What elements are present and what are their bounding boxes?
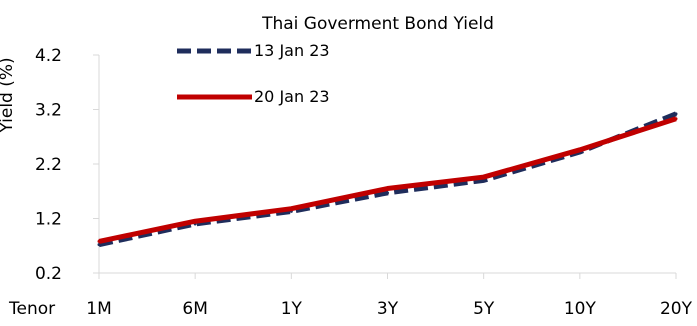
y-tick-label: 0.2	[35, 264, 62, 284]
x-tick-group: 1M 6M 1Y 3Y 5Y 10Y 20Y	[86, 273, 693, 319]
series-line-2	[98, 116, 677, 244]
data-point	[674, 112, 678, 116]
data-point	[674, 117, 678, 121]
y-tick-label: 2.2	[35, 155, 62, 175]
data-point	[386, 191, 389, 195]
x-tick-label: 10Y	[564, 299, 597, 319]
data-point	[97, 239, 101, 243]
y-tick-label: 1.2	[35, 210, 62, 230]
x-tick-label: 6M	[182, 299, 207, 319]
x-axis-label: Tenor	[8, 299, 55, 319]
data-point	[386, 187, 389, 191]
data-point	[97, 243, 101, 247]
legend: 13 Jan 23 20 Jan 23	[177, 41, 330, 106]
data-point	[578, 148, 582, 152]
y-tick-label: 3.2	[35, 101, 62, 121]
data-point	[193, 219, 197, 223]
x-tick-label: 1M	[86, 299, 111, 319]
x-tick-label: 20Y	[660, 299, 693, 319]
y-tick-label: 4.2	[35, 46, 62, 66]
data-point	[289, 207, 293, 211]
data-point	[482, 175, 486, 179]
y-axis-label: Yield (%)	[0, 57, 17, 133]
series-lines	[97, 111, 678, 248]
legend-label-2: 20 Jan 23	[254, 87, 330, 106]
x-tick-label: 5Y	[473, 299, 495, 319]
legend-label-1: 13 Jan 23	[254, 41, 330, 60]
x-tick-label: 1Y	[281, 299, 303, 319]
chart-title: Thai Goverment Bond Yield	[261, 14, 494, 34]
x-tick-label: 3Y	[377, 299, 399, 319]
y-tick-group: 0.2 1.2 2.2 3.2 4.2	[35, 46, 99, 284]
